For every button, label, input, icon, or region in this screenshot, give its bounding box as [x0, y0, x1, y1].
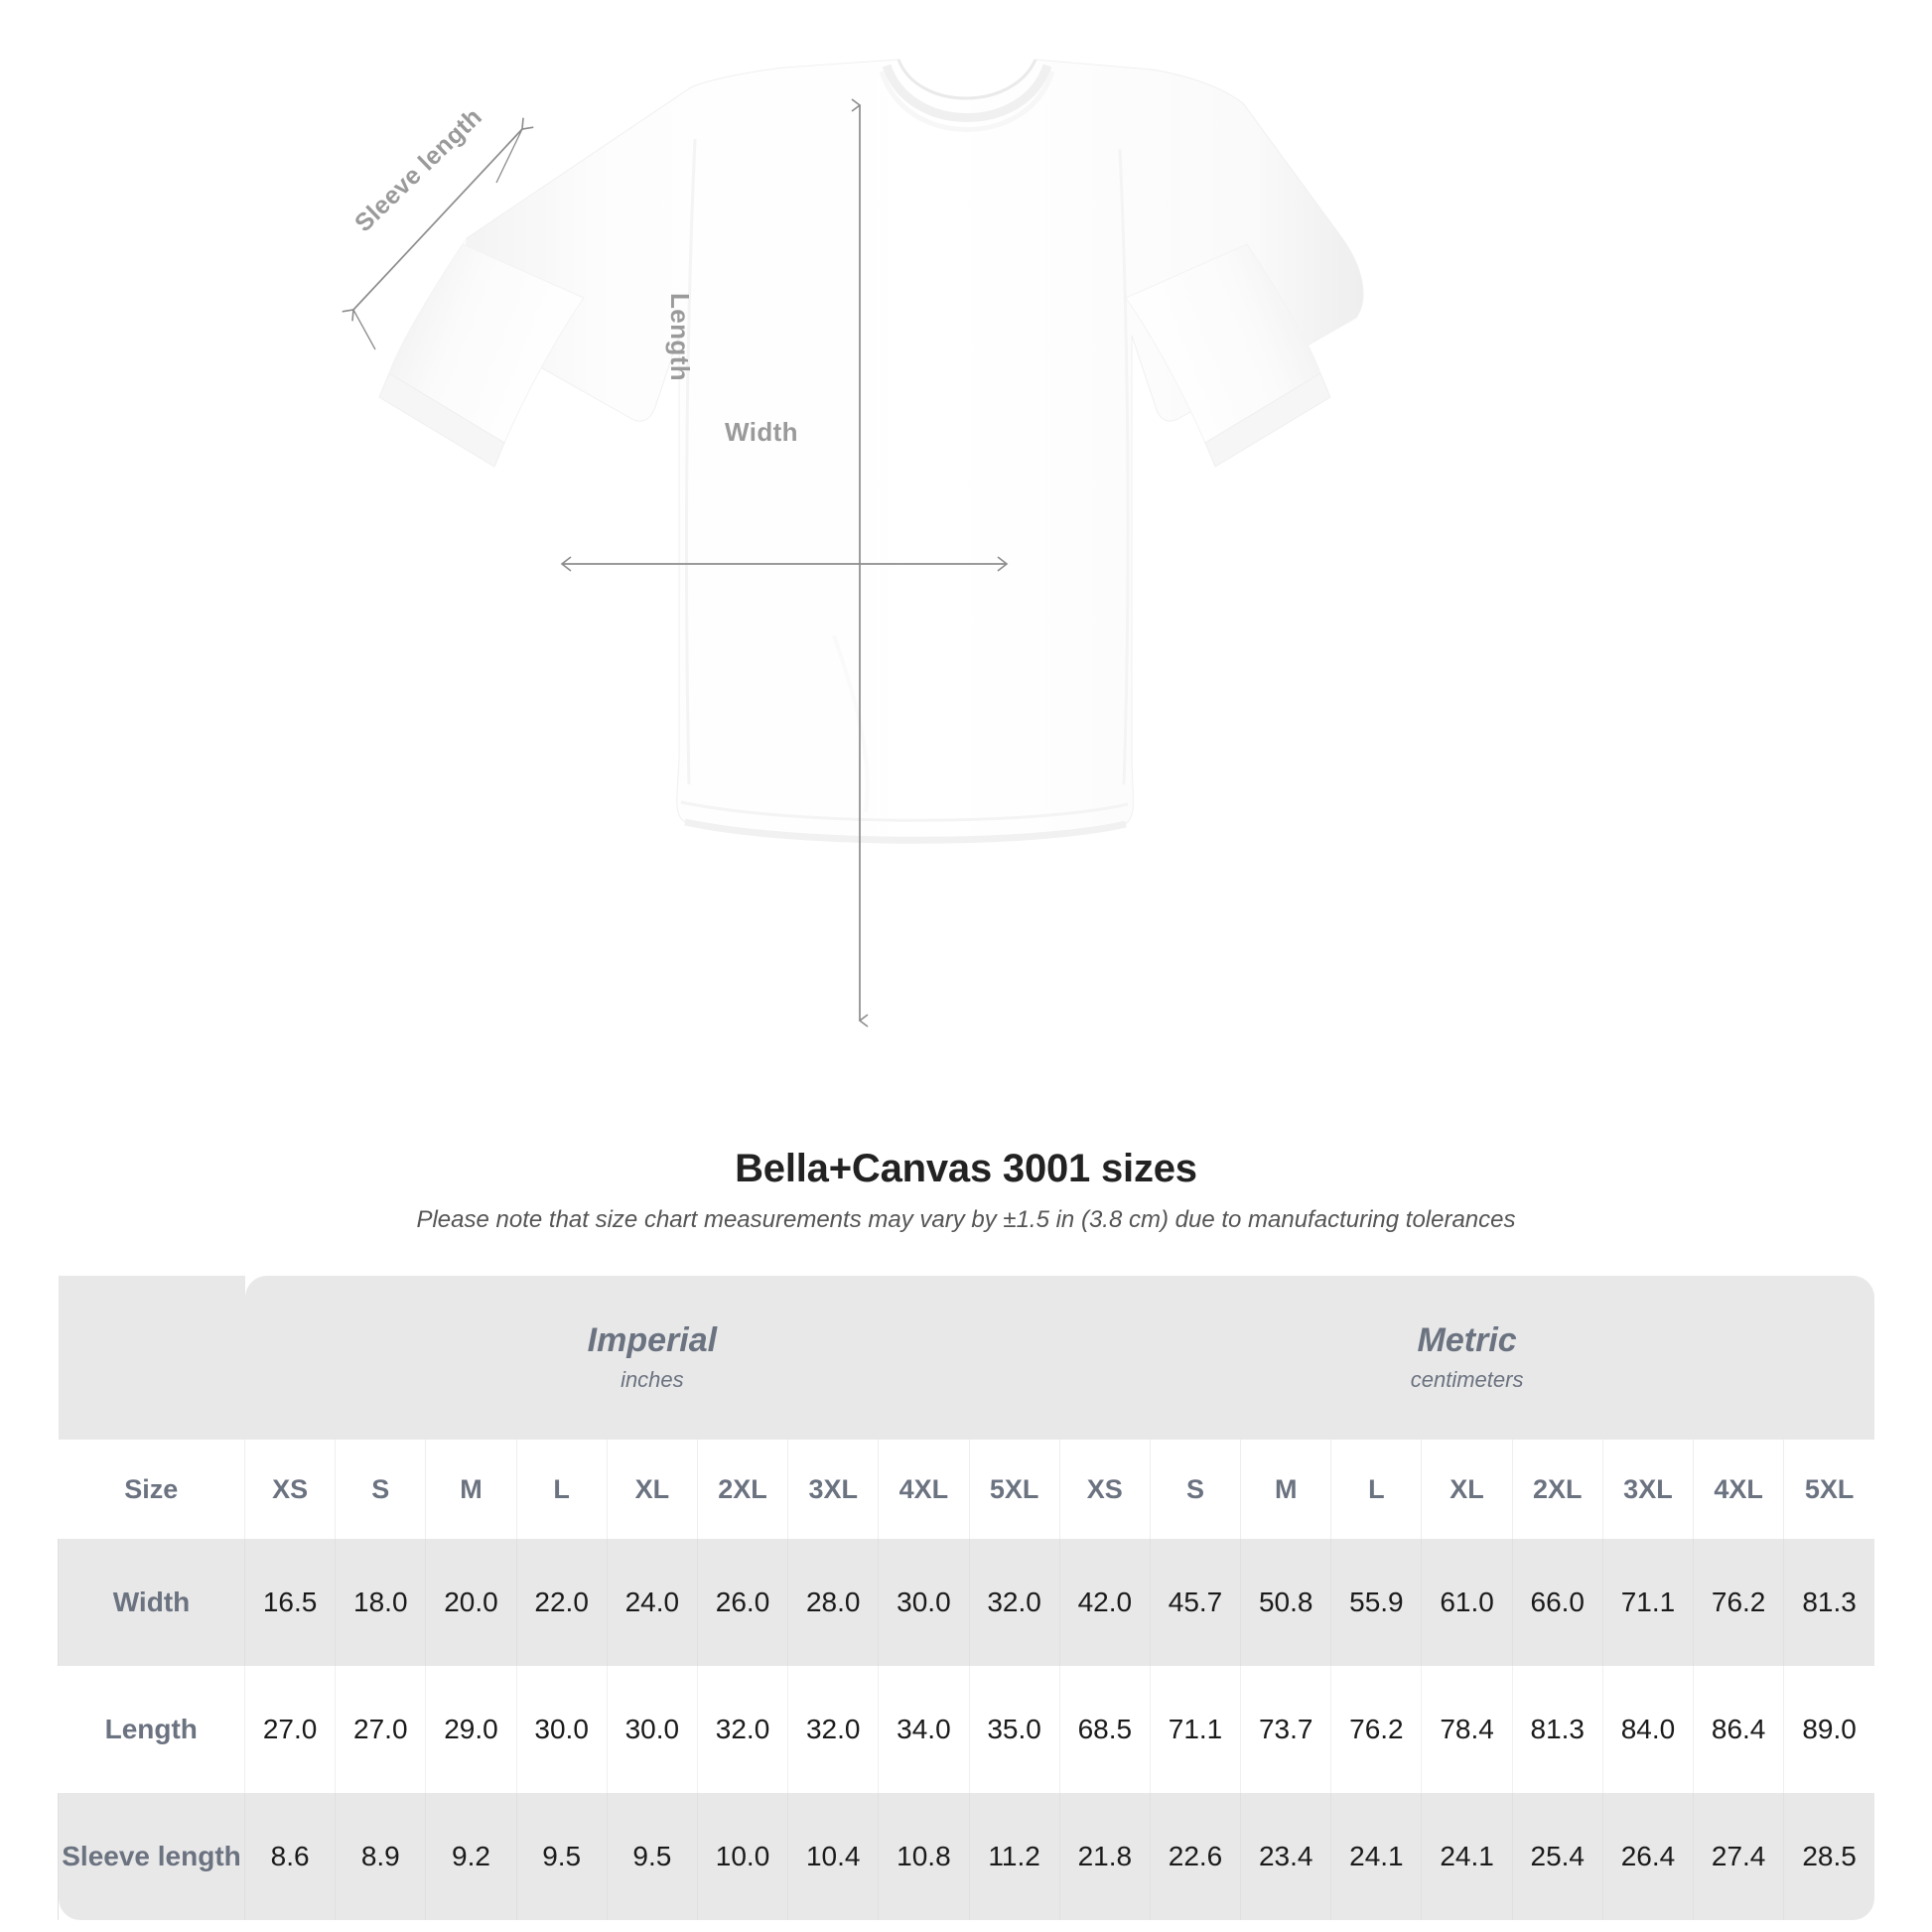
size-header-cell: S: [335, 1440, 426, 1539]
size-header-cell: 5XL: [1783, 1440, 1874, 1539]
measurement-cell: 23.4: [1240, 1793, 1331, 1920]
size-header-cell: M: [1240, 1440, 1331, 1539]
unit-imperial-sub: inches: [621, 1367, 684, 1393]
measurement-cell: 45.7: [1149, 1539, 1241, 1666]
measurement-cell: 68.5: [1058, 1666, 1151, 1793]
size-chart-table: Imperial inches Metric centimeters Size …: [58, 1276, 1874, 1920]
measurement-cell: 9.2: [425, 1793, 517, 1920]
measurement-cell: 10.0: [696, 1793, 788, 1920]
measurement-cell: 30.0: [515, 1666, 608, 1793]
measurement-cell: 71.1: [1149, 1666, 1241, 1793]
measurement-cell: 76.2: [1330, 1666, 1422, 1793]
measurement-cell: 22.6: [1149, 1793, 1241, 1920]
measurement-cell: 24.1: [1330, 1793, 1422, 1920]
measurement-cell: 89.0: [1783, 1666, 1874, 1793]
measurement-cell: 55.9: [1330, 1539, 1422, 1666]
measurement-cell: 32.0: [968, 1539, 1060, 1666]
measurement-cell: 27.0: [243, 1666, 336, 1793]
unit-group-imperial: Imperial inches: [244, 1276, 1060, 1440]
measurement-cell: 9.5: [515, 1793, 608, 1920]
measurement-cell: 84.0: [1601, 1666, 1694, 1793]
size-header-cell: XS: [243, 1440, 336, 1539]
measurement-cell: 30.0: [878, 1539, 969, 1666]
size-header-cell: S: [1149, 1440, 1241, 1539]
measurement-cell: 32.0: [787, 1666, 879, 1793]
size-header-cell: XL: [1421, 1440, 1513, 1539]
measurement-cell: 22.0: [515, 1539, 608, 1666]
size-header-cell: 3XL: [1601, 1440, 1694, 1539]
unit-metric-name: Metric: [1417, 1320, 1517, 1359]
table-row: Sleeve length 8.6 8.9 9.2 9.5 9.5 10.0 10.4 10.8…: [58, 1793, 1874, 1920]
measurement-cell: 50.8: [1240, 1539, 1331, 1666]
measurement-cell: 81.3: [1511, 1666, 1603, 1793]
measurement-cell: 81.3: [1783, 1539, 1874, 1666]
measurement-cell: 78.4: [1421, 1666, 1513, 1793]
size-header-cell: M: [425, 1440, 517, 1539]
size-header-label: Size: [58, 1440, 245, 1539]
table-row: Width 16.5 18.0 20.0 22.0 24.0 26.0 28.0 30.0 32.…: [58, 1539, 1874, 1666]
row-label: Width: [58, 1539, 245, 1666]
measurement-cell: 28.0: [787, 1539, 879, 1666]
width-label: Width: [725, 417, 798, 447]
measurement-cell: 21.8: [1058, 1793, 1151, 1920]
size-header-cell: 4XL: [1693, 1440, 1784, 1539]
size-header-cell: XL: [606, 1440, 698, 1539]
row-label: Length: [58, 1666, 245, 1793]
measurement-cell: 26.0: [696, 1539, 788, 1666]
size-header-cell: 5XL: [968, 1440, 1060, 1539]
measurement-cell: 76.2: [1693, 1539, 1784, 1666]
unit-metric-sub: centimeters: [1410, 1367, 1524, 1393]
measurement-cell: 42.0: [1058, 1539, 1151, 1666]
measurement-cell: 8.9: [335, 1793, 426, 1920]
shirt-body-shape: [378, 59, 1364, 844]
measurement-cell: 29.0: [425, 1666, 517, 1793]
tshirt-measurement-illustration: Sleeve length Length Width: [342, 59, 1364, 1028]
table-row: Length 27.0 27.0 29.0 30.0 30.0 32.0 32.0 34.0 35…: [58, 1666, 1874, 1793]
measurement-cell: 66.0: [1511, 1539, 1603, 1666]
page-title: Bella+Canvas 3001 sizes: [735, 1147, 1197, 1190]
size-header-cell: 2XL: [1511, 1440, 1603, 1539]
measurement-cell: 27.4: [1693, 1793, 1784, 1920]
size-chart-container: Imperial inches Metric centimeters Size …: [58, 1276, 1874, 1920]
measurement-cell: 35.0: [968, 1666, 1060, 1793]
size-header-cell: XS: [1058, 1440, 1151, 1539]
measurement-cell: 9.5: [606, 1793, 698, 1920]
measurement-cell: 24.1: [1421, 1793, 1513, 1920]
measurement-cell: 26.4: [1601, 1793, 1694, 1920]
measurement-cell: 8.6: [243, 1793, 336, 1920]
measurement-cell: 27.0: [335, 1666, 426, 1793]
size-header-row: Size XS S M L XL 2XL 3XL 4XL 5XL XS S M L XL 2XL 3XL 4XL…: [58, 1440, 1874, 1539]
measurement-cell: 11.2: [968, 1793, 1060, 1920]
measurement-cell: 24.0: [606, 1539, 698, 1666]
measurement-cell: 20.0: [425, 1539, 517, 1666]
measurement-cell: 32.0: [696, 1666, 788, 1793]
measurement-cell: 18.0: [335, 1539, 426, 1666]
measurement-cell: 73.7: [1240, 1666, 1331, 1793]
tshirt-diagram-svg: [342, 59, 1364, 1028]
tolerance-note: Please note that size chart measurements…: [416, 1206, 1516, 1233]
measurement-cell: 10.8: [878, 1793, 969, 1920]
measurement-cell: 30.0: [606, 1666, 698, 1793]
length-label: Length: [665, 293, 695, 382]
size-header-cell: L: [515, 1440, 608, 1539]
measurement-cell: 25.4: [1511, 1793, 1603, 1920]
measurement-cell: 10.4: [787, 1793, 879, 1920]
unit-imperial-name: Imperial: [587, 1320, 718, 1359]
size-header-cell: 3XL: [787, 1440, 879, 1539]
measurement-cell: 86.4: [1693, 1666, 1784, 1793]
unit-banner-row: Imperial inches Metric centimeters: [58, 1276, 1874, 1440]
size-header-cell: 4XL: [878, 1440, 969, 1539]
measurement-cell: 34.0: [878, 1666, 969, 1793]
measurement-cell: 61.0: [1421, 1539, 1513, 1666]
unit-group-metric: Metric centimeters: [1059, 1276, 1874, 1440]
measurement-cell: 16.5: [243, 1539, 336, 1666]
unit-banner-spacer: [58, 1276, 245, 1440]
measurement-cell: 28.5: [1783, 1793, 1874, 1920]
size-header-cell: 2XL: [696, 1440, 788, 1539]
size-header-cell: L: [1330, 1440, 1422, 1539]
row-label: Sleeve length: [58, 1793, 245, 1920]
sleeve-length-dimension-arrow: [342, 117, 534, 350]
measurement-cell: 71.1: [1601, 1539, 1694, 1666]
